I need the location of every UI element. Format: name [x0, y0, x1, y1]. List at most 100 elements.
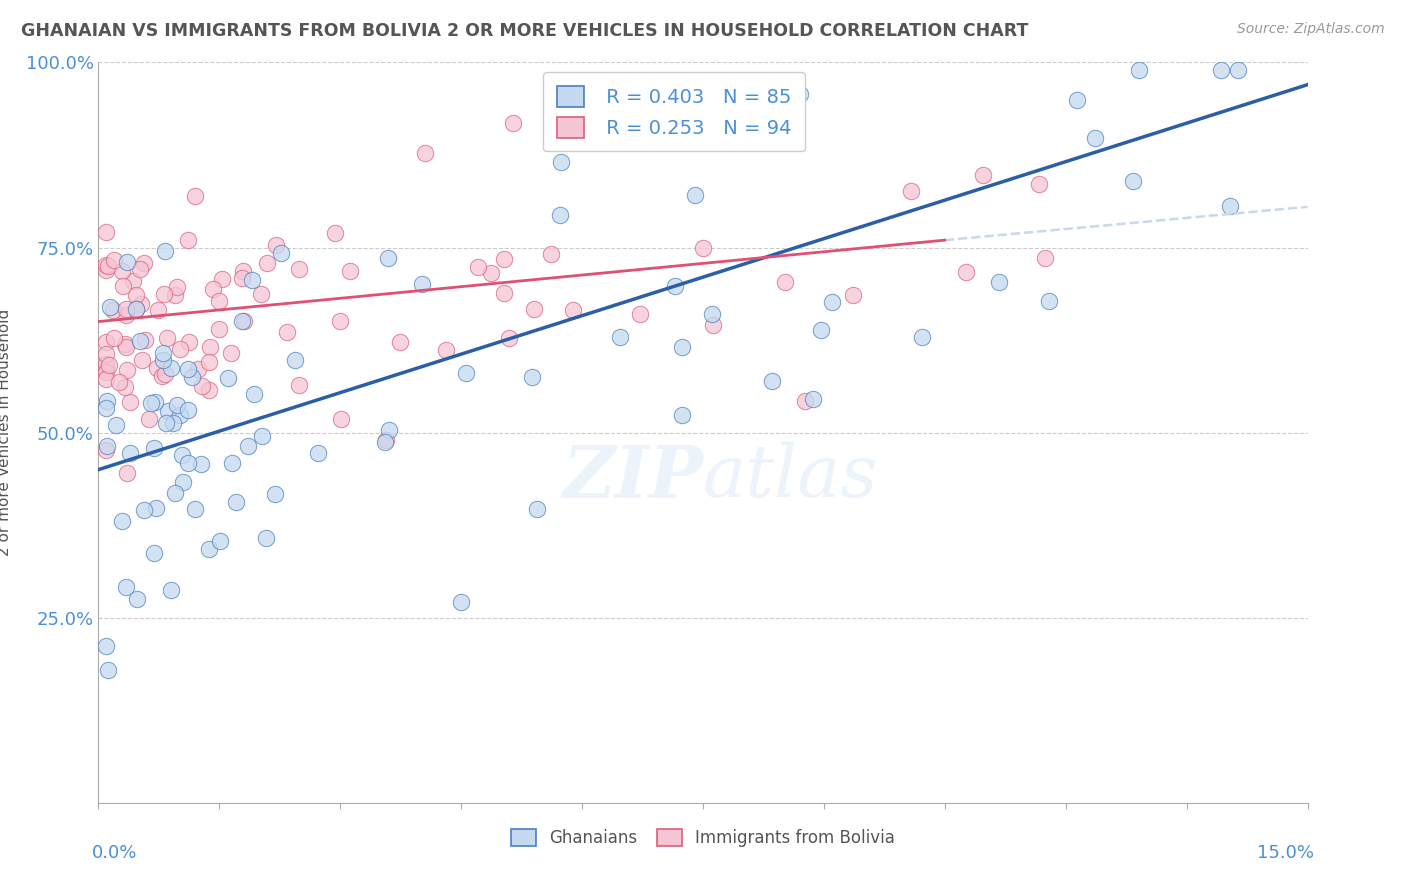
- Point: [374, 435, 396, 450]
- Point: [97, 259, 120, 273]
- Point: [115, 467, 138, 481]
- Legend: Ghanaians, Immigrants from Bolivia: Ghanaians, Immigrants from Bolivia: [503, 822, 903, 854]
- Point: [288, 377, 311, 392]
- Point: [145, 501, 167, 516]
- Point: [243, 387, 266, 401]
- Point: [128, 262, 150, 277]
- Point: [987, 276, 1010, 290]
- Point: [128, 334, 150, 349]
- Point: [120, 446, 142, 460]
- Point: [208, 293, 231, 308]
- Point: [1122, 174, 1144, 188]
- Point: [177, 233, 200, 247]
- Point: [548, 208, 571, 222]
- Point: [339, 263, 361, 277]
- Point: [112, 278, 135, 293]
- Point: [329, 314, 352, 328]
- Point: [821, 294, 844, 309]
- Point: [221, 456, 243, 470]
- Point: [155, 367, 177, 381]
- Point: [162, 417, 184, 431]
- Text: ZIP: ZIP: [562, 442, 703, 513]
- Point: [211, 271, 233, 285]
- Point: [249, 286, 271, 301]
- Point: [254, 532, 277, 546]
- Point: [177, 403, 200, 417]
- Point: [142, 442, 165, 456]
- Point: [152, 346, 174, 360]
- Point: [540, 247, 562, 261]
- Point: [183, 188, 205, 202]
- Point: [152, 287, 174, 301]
- Point: [166, 279, 188, 293]
- Text: Source: ZipAtlas.com: Source: ZipAtlas.com: [1237, 22, 1385, 37]
- Point: [378, 423, 401, 437]
- Point: [98, 300, 121, 314]
- Point: [702, 318, 724, 333]
- Point: [96, 401, 118, 416]
- Point: [685, 187, 707, 202]
- Point: [250, 429, 273, 443]
- Point: [801, 392, 824, 406]
- Point: [124, 287, 146, 301]
- Point: [115, 339, 138, 353]
- Point: [1209, 62, 1232, 77]
- Point: [900, 184, 922, 198]
- Point: [157, 404, 180, 418]
- Point: [434, 343, 457, 357]
- Point: [96, 394, 118, 409]
- Point: [1038, 294, 1060, 309]
- Point: [96, 439, 118, 453]
- Point: [492, 252, 515, 267]
- Point: [219, 345, 242, 359]
- Point: [270, 245, 292, 260]
- Point: [114, 302, 136, 317]
- Point: [98, 358, 121, 372]
- Point: [127, 591, 149, 606]
- Point: [550, 155, 572, 169]
- Point: [911, 330, 934, 344]
- Point: [146, 303, 169, 318]
- Point: [841, 287, 863, 301]
- Point: [166, 398, 188, 412]
- Point: [177, 362, 200, 376]
- Point: [692, 241, 714, 255]
- Point: [146, 360, 169, 375]
- Point: [197, 355, 219, 369]
- Point: [202, 282, 225, 296]
- Point: [121, 274, 143, 288]
- Text: 0.0%: 0.0%: [93, 844, 138, 862]
- Point: [479, 267, 502, 281]
- Point: [114, 337, 136, 351]
- Point: [183, 501, 205, 516]
- Point: [153, 244, 176, 258]
- Point: [972, 168, 994, 182]
- Point: [165, 287, 187, 301]
- Point: [103, 331, 125, 345]
- Point: [111, 264, 134, 278]
- Point: [139, 396, 162, 410]
- Point: [761, 374, 783, 388]
- Point: [231, 314, 253, 328]
- Point: [138, 412, 160, 426]
- Point: [115, 580, 138, 594]
- Point: [143, 546, 166, 560]
- Point: [276, 325, 298, 339]
- Point: [131, 353, 153, 368]
- Point: [169, 342, 191, 356]
- Point: [256, 256, 278, 270]
- Point: [671, 408, 693, 422]
- Point: [197, 383, 219, 397]
- Point: [134, 333, 156, 347]
- Point: [520, 370, 543, 384]
- Point: [96, 443, 118, 458]
- Point: [264, 238, 287, 252]
- Point: [664, 278, 686, 293]
- Point: [411, 277, 433, 291]
- Point: [200, 340, 222, 354]
- Point: [1066, 93, 1088, 107]
- Point: [810, 323, 832, 337]
- Point: [789, 87, 811, 101]
- Point: [231, 270, 253, 285]
- Point: [1084, 131, 1107, 145]
